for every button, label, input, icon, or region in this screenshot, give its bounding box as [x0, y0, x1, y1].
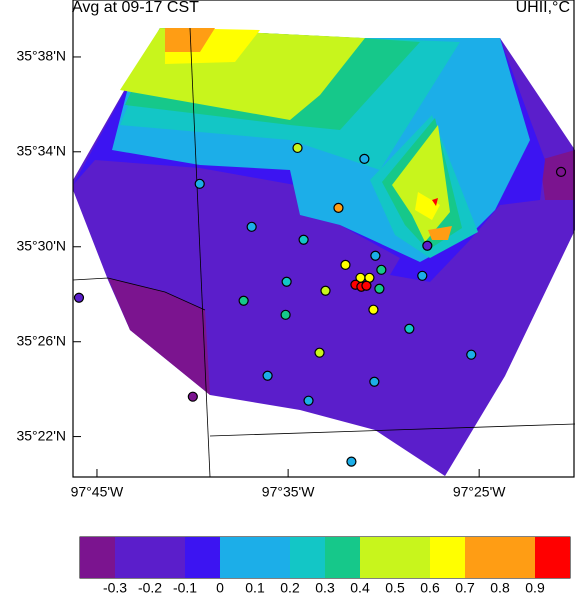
colorbar-label: 0.6 [420, 580, 440, 596]
contour-field [73, 28, 575, 476]
colorbar-label: 0.1 [245, 580, 265, 596]
colorbar-box [325, 537, 360, 578]
station [314, 347, 325, 358]
station [262, 370, 273, 381]
colorbar-label: 0 [216, 580, 224, 596]
colorbar-label: -0.2 [138, 580, 162, 596]
colorbar-label: 0.3 [315, 580, 335, 596]
station [346, 456, 357, 467]
station [466, 349, 477, 360]
colorbar-label: 0.4 [350, 580, 370, 596]
y-tick-label: 35°26'N [16, 332, 66, 348]
station [73, 292, 85, 303]
y-tick-label: 35°34'N [16, 142, 66, 158]
station [280, 309, 291, 320]
station [361, 280, 372, 291]
colorbar-box [115, 537, 150, 578]
station [404, 323, 415, 334]
station [555, 166, 567, 177]
colorbar-label: 0.2 [280, 580, 300, 596]
boundary [189, 27, 211, 478]
contour-region [428, 226, 452, 240]
colorbar-label: -0.3 [103, 580, 127, 596]
station [194, 178, 205, 189]
station [303, 395, 314, 406]
station [238, 295, 249, 306]
boundary [209, 423, 575, 437]
boundary [72, 277, 206, 311]
colorbar-box [360, 537, 395, 578]
station [369, 376, 380, 387]
colorbar-box [290, 537, 325, 578]
contour-region [415, 192, 440, 220]
colorbar-label: 0.7 [455, 580, 475, 596]
station [374, 283, 385, 294]
colorbar-box [500, 537, 535, 578]
station [246, 221, 257, 232]
station [292, 142, 303, 154]
plot-frame [72, 0, 575, 478]
station [281, 276, 292, 287]
x-tick-label: 97°45'W [71, 484, 124, 500]
colorbar-box [185, 537, 220, 578]
colorbar-box [220, 537, 255, 578]
station [370, 250, 381, 261]
station [417, 270, 428, 281]
contour-region [108, 278, 210, 395]
county-lines [72, 27, 575, 478]
chart-subtitle: UHII,°C [516, 0, 570, 16]
colorbar-label: 0.5 [385, 580, 405, 596]
station [333, 202, 344, 213]
x-tick-label: 97°25'W [453, 484, 506, 500]
colorbar-box [395, 537, 430, 578]
station [320, 285, 331, 296]
colorbar-box [465, 537, 500, 578]
station [359, 153, 370, 165]
y-tick-label: 35°22'N [16, 427, 66, 443]
colorbar-label: 0.9 [525, 580, 545, 596]
chart-title: Avg at 09-17 CST [72, 0, 199, 16]
contour-region [432, 198, 438, 206]
station [422, 240, 433, 251]
y-tick-label: 35°38'N [16, 48, 66, 64]
station [298, 234, 309, 245]
y-tick-label: 35°30'N [16, 237, 66, 253]
station [187, 391, 198, 402]
colorbar-label: -0.1 [173, 580, 197, 596]
x-tick-label: 97°35'W [262, 484, 315, 500]
station [376, 264, 387, 275]
contour-region [165, 28, 215, 52]
colorbar-box [255, 537, 290, 578]
colorbar-box [430, 537, 465, 578]
colorbar-box [150, 537, 185, 578]
station [368, 304, 379, 315]
colorbar-label: 0.8 [490, 580, 510, 596]
colorbar-box [535, 537, 570, 578]
station [340, 259, 351, 270]
colorbar-box [80, 537, 115, 578]
